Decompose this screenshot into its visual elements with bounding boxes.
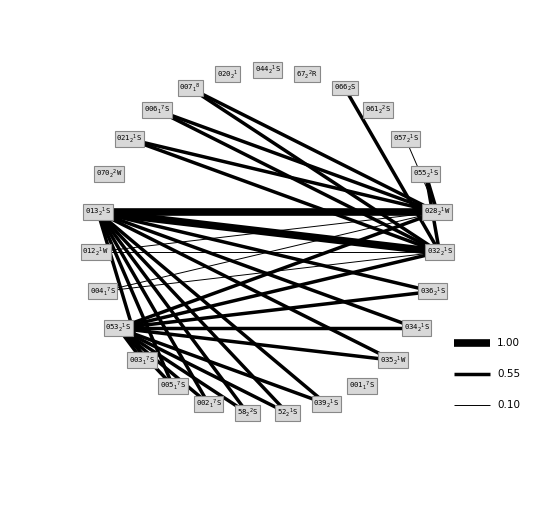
Text: 055$_{2}$$^{1}$S: 055$_{2}$$^{1}$S [413, 168, 439, 180]
Text: 034$_{2}$$^{1}$S: 034$_{2}$$^{1}$S [404, 322, 430, 334]
Text: 053$_{2}$$^{1}$S: 053$_{2}$$^{1}$S [106, 322, 131, 334]
Text: 013$_{2}$$^{1}$S: 013$_{2}$$^{1}$S [85, 206, 111, 218]
Text: 007$_{1}$$^{8}$: 007$_{1}$$^{8}$ [179, 82, 201, 94]
Text: 039$_{2}$$^{1}$S: 039$_{2}$$^{1}$S [313, 398, 340, 410]
Text: 001$_{1}$$^{7}$S: 001$_{1}$$^{7}$S [349, 379, 375, 392]
Text: 028$_{2}$$^{1}$W: 028$_{2}$$^{1}$W [424, 206, 450, 218]
Text: 003$_{1}$$^{7}$S: 003$_{1}$$^{7}$S [129, 354, 155, 366]
Text: 032$_{2}$$^{1}$S: 032$_{2}$$^{1}$S [427, 246, 452, 258]
Text: 036$_{2}$$^{1}$S: 036$_{2}$$^{1}$S [420, 285, 446, 298]
Text: 070$_{2}$$^{2}$W: 070$_{2}$$^{2}$W [96, 168, 123, 180]
Text: 002$_{1}$$^{7}$S: 002$_{1}$$^{7}$S [196, 398, 222, 410]
Text: 0.10: 0.10 [497, 400, 520, 410]
Text: 005$_{1}$$^{7}$S: 005$_{1}$$^{7}$S [160, 379, 186, 392]
Text: 58$_{2}$$^{2}$S: 58$_{2}$$^{2}$S [237, 407, 258, 420]
Text: 057$_{2}$$^{1}$S: 057$_{2}$$^{1}$S [393, 133, 418, 145]
Text: 035$_{2}$$^{1}$W: 035$_{2}$$^{1}$W [380, 354, 406, 366]
Text: 006$_{1}$$^{7}$S: 006$_{1}$$^{7}$S [144, 104, 170, 116]
Text: 020$_{2}$$^{1}$: 020$_{2}$$^{1}$ [217, 68, 238, 81]
Text: 004$_{1}$$^{7}$S: 004$_{1}$$^{7}$S [90, 285, 115, 298]
Text: 67$_{2}$$^{2}$R: 67$_{2}$$^{2}$R [296, 68, 318, 81]
Text: 066$_{2}$S: 066$_{2}$S [334, 83, 356, 93]
Text: 012$_{2}$$^{1}$W: 012$_{2}$$^{1}$W [82, 246, 109, 258]
Text: 52$_{2}$$^{1}$S: 52$_{2}$$^{1}$S [277, 407, 298, 420]
Text: 1.00: 1.00 [497, 337, 520, 347]
Text: 061$_{2}$$^{2}$S: 061$_{2}$$^{2}$S [365, 104, 391, 116]
Text: 0.55: 0.55 [497, 369, 520, 378]
Text: 021$_{2}$$^{1}$S: 021$_{2}$$^{1}$S [117, 133, 142, 145]
Text: 044$_{2}$$^{1}$S: 044$_{2}$$^{1}$S [254, 64, 281, 76]
